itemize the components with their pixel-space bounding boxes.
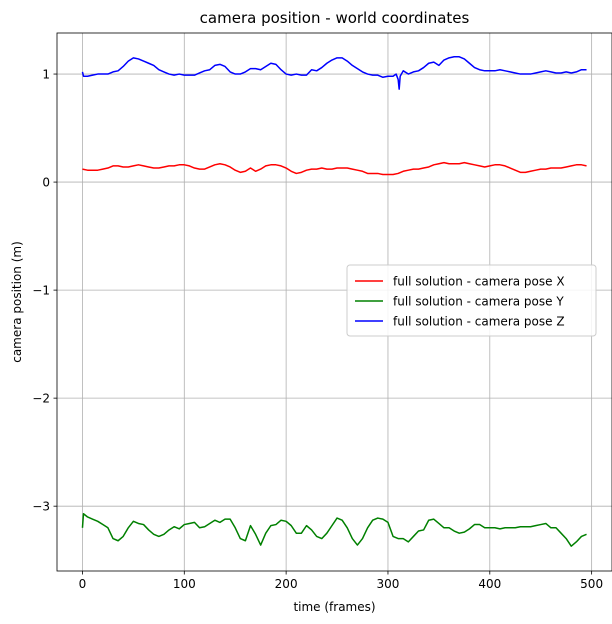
legend-label-pose-y: full solution - camera pose Y	[393, 294, 564, 308]
legend-label-pose-x: full solution - camera pose X	[393, 274, 565, 288]
y-axis-label: camera position (m)	[10, 241, 24, 363]
x-tick-label: 100	[173, 577, 196, 591]
chart-title: camera position - world coordinates	[200, 9, 470, 27]
series-line-pose-z	[81, 56, 587, 90]
y-tick-label: −2	[32, 391, 50, 405]
x-tick-label: 200	[275, 577, 298, 591]
legend-box	[346, 264, 597, 337]
series-group	[81, 56, 587, 547]
legend: full solution - camera pose X full soluti…	[346, 264, 597, 337]
y-tick-label: 0	[42, 175, 50, 189]
x-tick-label: 0	[79, 577, 87, 591]
y-axis: 1 0 −1 −2 −3	[32, 67, 57, 513]
x-tick-label: 500	[580, 577, 603, 591]
series-line-pose-y	[81, 512, 587, 547]
x-axis-label: time (frames)	[293, 600, 375, 614]
x-tick-label: 400	[478, 577, 501, 591]
x-axis: 0 100 200 300 400 500	[79, 571, 603, 591]
y-tick-label: −3	[32, 499, 50, 513]
plot-frame	[56, 32, 612, 572]
x-tick-label: 300	[377, 577, 400, 591]
y-tick-label: −1	[32, 283, 50, 297]
series-line-pose-x	[82, 161, 587, 176]
y-tick-label: 1	[42, 67, 50, 81]
legend-label-pose-z: full solution - camera pose Z	[393, 314, 565, 328]
